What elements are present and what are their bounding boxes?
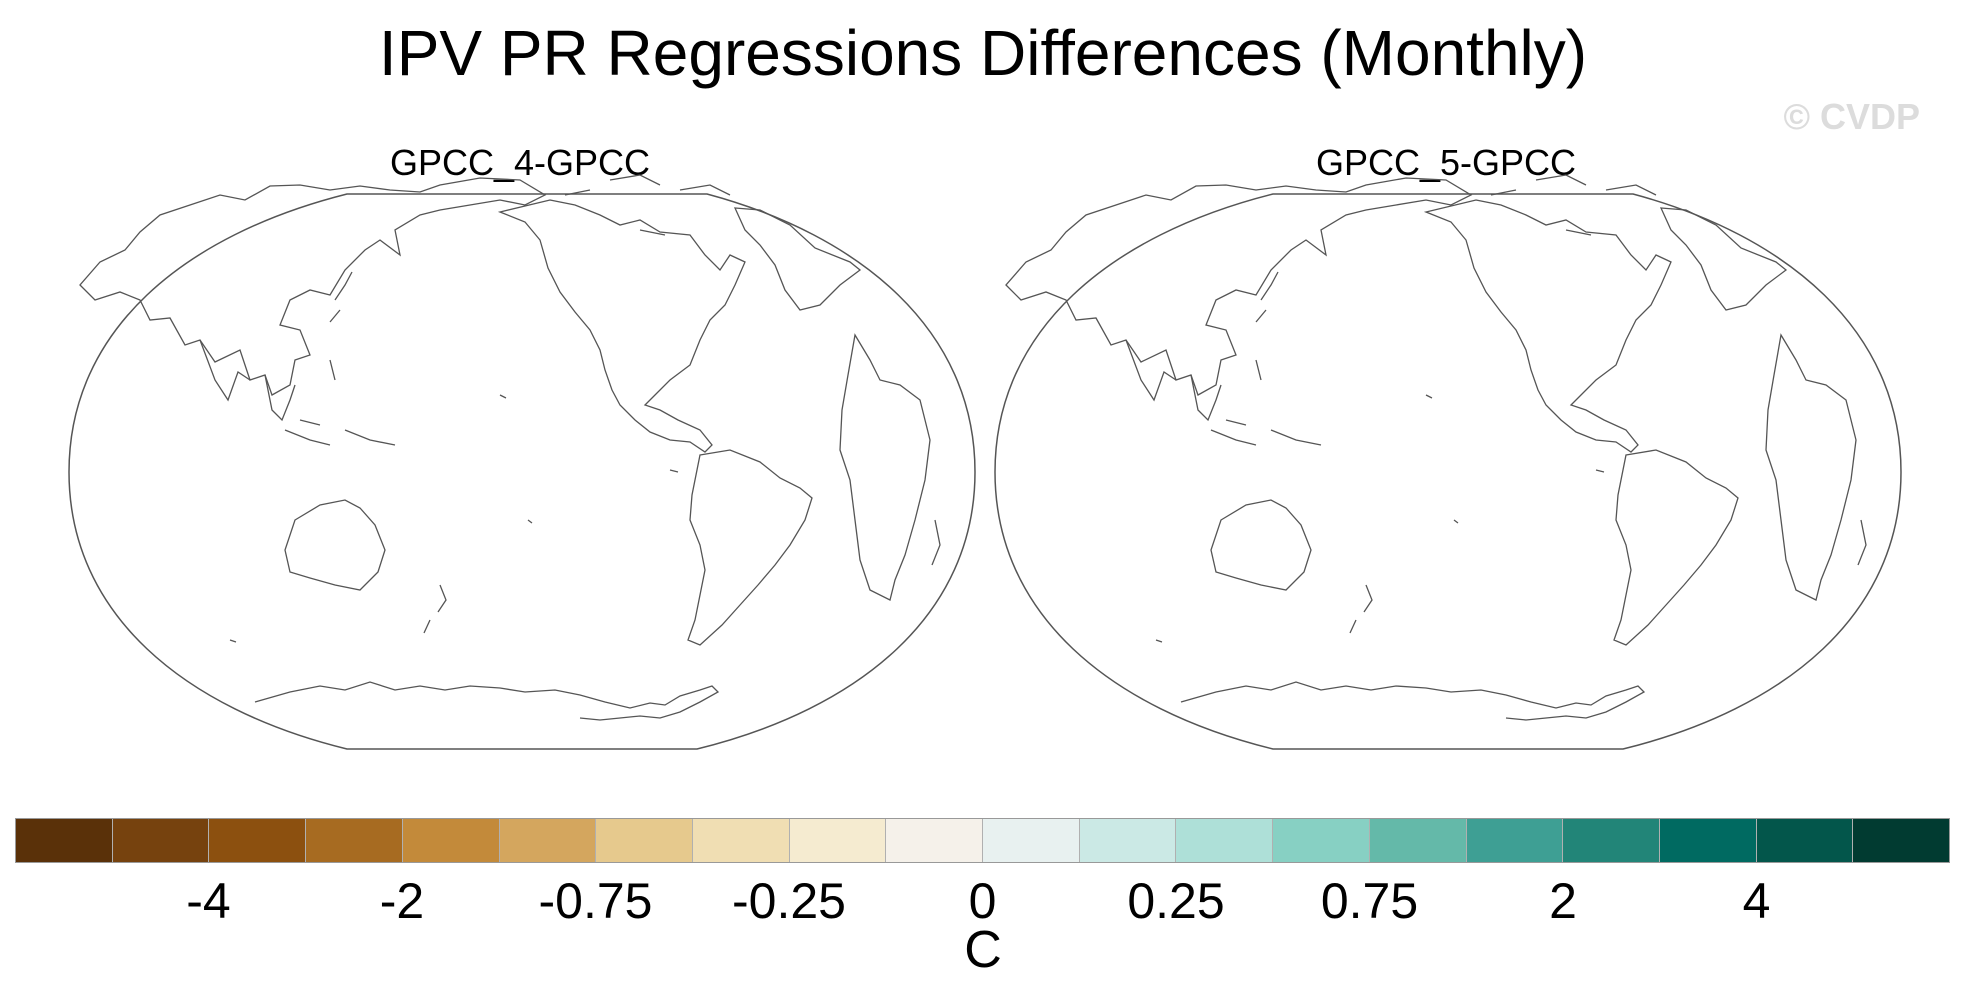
colorbar-tick-label: 0 [968,873,997,929]
map-outline-right [994,193,1902,750]
colorbar-tick-label: 0.75 [1320,873,1419,929]
colorbar [15,818,1950,863]
map-outline-left [68,193,976,750]
colorbar-swatch [983,819,1080,862]
colorbar-swatch [402,819,500,862]
colorbar-swatch [789,819,887,862]
colorbar-swatch [499,819,597,862]
colorbar-swatch [1079,819,1177,862]
panel-title-left: GPCC_4-GPCC [389,142,651,183]
colorbar-swatch [596,819,693,862]
colorbar-units-label: C [964,921,1002,979]
colorbar-swatch [1273,819,1370,862]
colorbar-tick-label: 0.25 [1127,873,1225,929]
colorbar-swatch [1176,819,1274,862]
colorbar-swatch [16,819,113,862]
colorbar-tick-label: -4 [186,873,231,929]
colorbar-tick-label: -0.25 [732,873,846,929]
colorbar-tick-label: 4 [1742,873,1771,929]
colorbar-swatch [306,819,403,862]
colorbar-swatch [886,819,984,862]
colorbar-swatch [692,819,790,862]
cvdp-watermark: © CVDP [1783,96,1920,137]
colorbar-swatch [1853,819,1950,862]
map-panel-right [994,174,1902,750]
colorbar-swatch [1369,819,1467,862]
colorbar-swatch [1563,819,1660,862]
colorbar-swatch [112,819,210,862]
colorbar-tick-label: 2 [1549,873,1577,929]
panel-title-right: GPCC_5-GPCC [1315,142,1577,183]
map-panel-left [68,174,976,750]
colorbar-swatch [1659,819,1757,862]
colorbar-swatch [1466,819,1564,862]
colorbar-tick-label: -0.75 [538,873,653,929]
colorbar-swatch [1756,819,1854,862]
colorbar-tick-label: -2 [379,873,425,929]
colorbar-swatch [209,819,307,862]
figure-title: IPV PR Regressions Differences (Monthly) [378,17,1588,89]
